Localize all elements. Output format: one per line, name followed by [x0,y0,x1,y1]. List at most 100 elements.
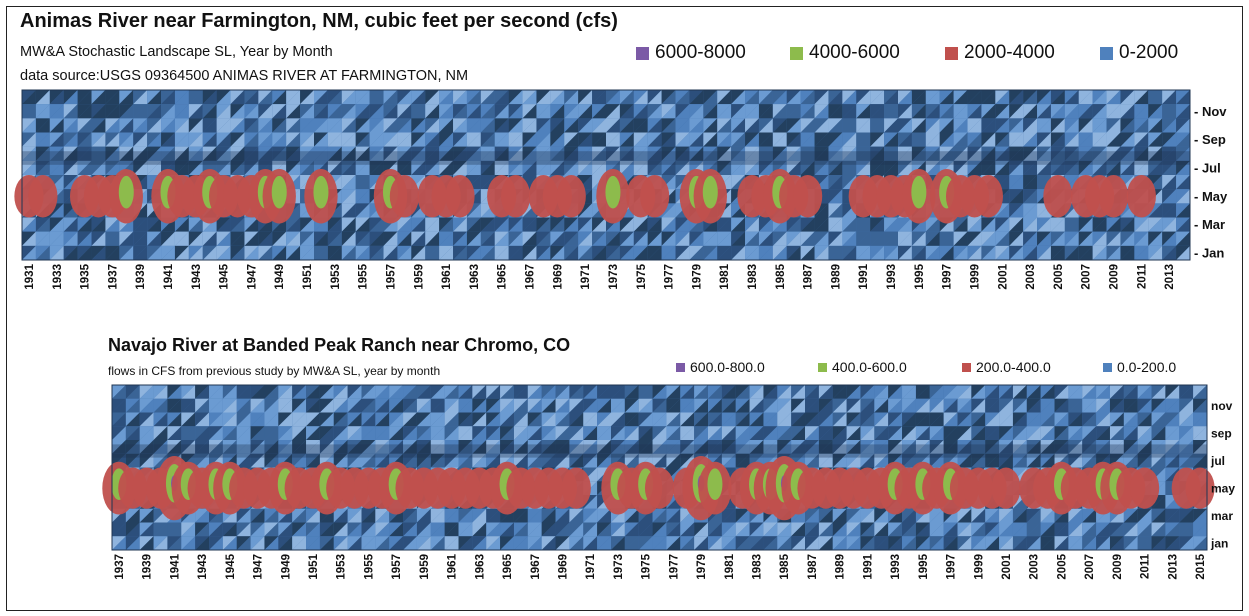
surface-facet [35,217,50,232]
surface-facet [1064,217,1079,232]
surface-facet [63,217,78,232]
surface-facet [786,146,801,161]
surface-facet [638,412,653,427]
surface-facet [870,231,885,246]
surface-facet [416,412,431,427]
surface-facet [578,203,593,218]
surface-facet [1176,245,1190,260]
surface-facet [1120,118,1135,133]
surface-facet [967,90,982,105]
surface-facet [633,132,648,147]
surface-facet [694,398,709,413]
surface-facet [985,453,1000,468]
surface-facet [1023,118,1038,133]
surface-facet [541,522,556,537]
surface-facet [661,203,676,218]
surface-facet [480,132,495,147]
surface-facet [1082,426,1097,440]
surface-facet [105,104,120,119]
surface-facet [1109,412,1124,427]
surface-facet [915,522,930,537]
surface-facet [147,231,162,246]
surface-facet [230,104,245,119]
surface-facet [675,118,690,133]
surface-facet [188,146,203,161]
surface-facet [486,426,501,440]
surface-facet [1120,104,1135,119]
surface-facet [708,440,722,454]
surface-facet [216,90,231,105]
surface-facet [731,160,746,175]
surface-facet [680,398,695,413]
surface-facet [592,245,606,260]
surface-facet [652,522,667,537]
surface-facet [1037,118,1051,133]
surface-facet [278,440,293,454]
surface-facet [77,231,92,246]
surface-facet [731,245,746,260]
surface-facet [675,118,690,133]
surface-facet [860,412,875,427]
surface-facet [1123,398,1138,413]
surface-facet [583,385,598,399]
surface-facet [786,245,801,260]
surface-facet [929,453,944,468]
surface-facet [1064,231,1079,246]
surface-facet [1068,412,1083,427]
surface-facet [731,146,746,161]
surface-facet [133,160,148,175]
surface-facet [721,412,736,427]
x-tick-label: 1993 [886,264,898,290]
surface-facet [555,453,570,468]
surface-facet [264,426,279,440]
surface-facet [513,385,528,399]
x-tick-label: 1937 [114,554,126,580]
surface-facet [500,440,514,454]
surface-facet [216,217,231,232]
surface-facet [202,90,217,105]
surface-facet [1037,160,1051,175]
surface-facet [292,522,307,537]
x-tick-label: 1943 [197,554,209,580]
surface-facet [564,245,579,260]
surface-facet [550,132,565,147]
surface-facet [306,522,320,537]
surface-facet [1106,90,1121,105]
x-tick-label: 1945 [219,263,231,289]
surface-facet [466,231,481,246]
surface-facet [981,146,996,161]
surface-facet [63,189,78,204]
surface-facet [403,536,417,550]
surface-facet [466,160,481,175]
surface-facet [188,90,203,105]
surface-facet [1050,132,1065,147]
surface-facet [638,385,653,399]
surface-facet [425,160,440,175]
surface-facet [181,385,196,399]
surface-facet [661,175,676,190]
surface-facet [1134,132,1149,147]
surface-facet [550,90,565,105]
surface-facet [1123,440,1138,454]
surface-facet [675,175,690,190]
surface-facet [527,426,542,440]
surface-facet [425,217,440,232]
surface-facet [624,453,639,468]
surface-facet [633,217,648,232]
surface-facet [174,104,189,119]
surface-facet [1078,132,1093,147]
surface-facet [578,132,593,147]
surface-facet [1193,440,1207,454]
surface-facet [333,453,348,468]
surface-facet [119,146,134,161]
surface-facet [1009,132,1024,147]
surface-facet [375,522,390,537]
surface-facet [397,118,412,133]
surface-facet [1092,90,1107,105]
surface-facet [147,132,162,147]
surface-facet [786,160,801,175]
surface-facet [870,160,885,175]
surface-facet [583,495,598,509]
surface-facet [842,132,857,147]
surface-facet [1151,522,1166,537]
